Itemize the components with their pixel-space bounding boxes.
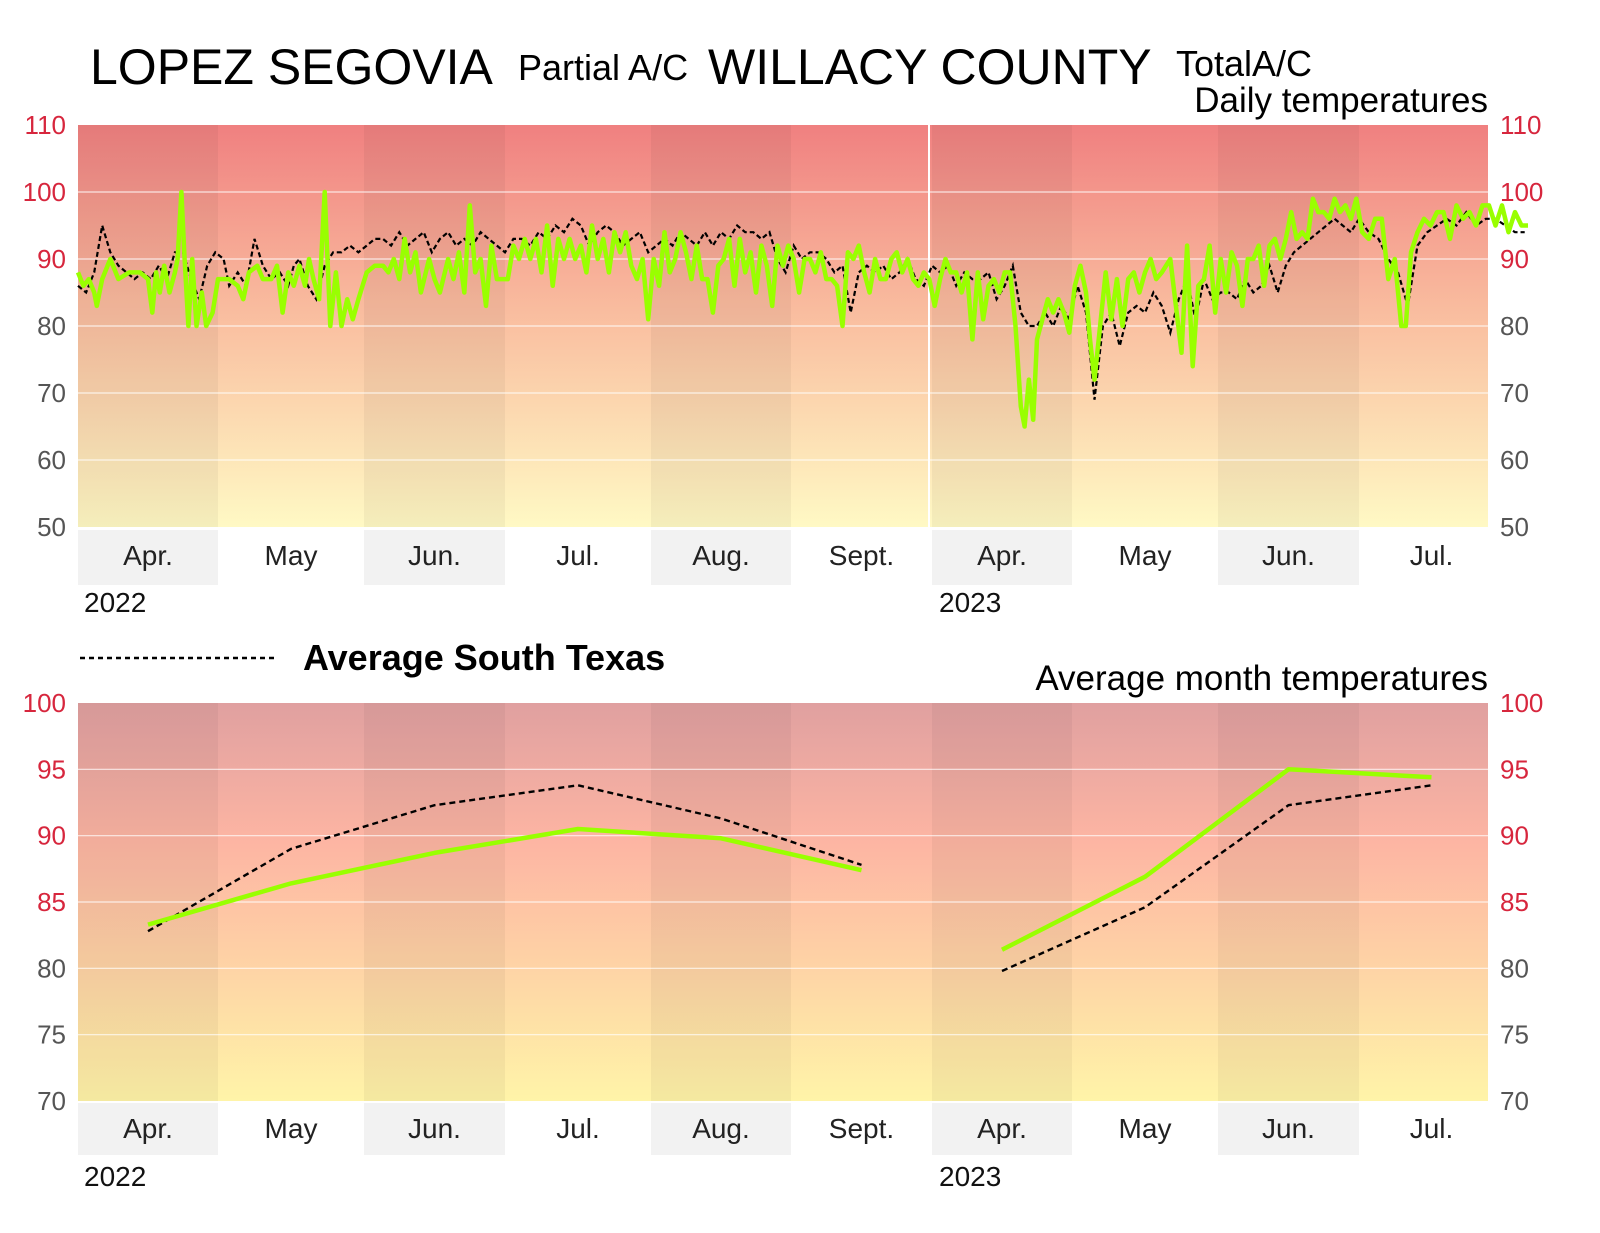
year-label-2023: 2023	[939, 1161, 1001, 1192]
x-tick-label: May	[1119, 1113, 1172, 1144]
month-cell	[791, 1103, 932, 1155]
x-tick-label: Jul.	[556, 1113, 600, 1144]
monthly-temperature-chart: Apr. May Jun. Jul. Aug. Sept. Apr. May Jun. Jul. …	[23, 688, 1544, 1192]
series-line-average-south-texas	[1001, 784, 1432, 973]
y-tick-label-right: 75	[1500, 1020, 1529, 1050]
month-cell	[1218, 1103, 1359, 1155]
month-cell	[791, 530, 932, 585]
month-cell	[1072, 1103, 1218, 1155]
x-tick-label: Apr.	[123, 1113, 173, 1144]
month-cell	[1072, 530, 1218, 585]
month-cell	[505, 1103, 651, 1155]
x-tick-label: Jul.	[1410, 1113, 1454, 1144]
series-line-average-south-texas	[77, 210, 1525, 400]
series-line-willacy-county	[147, 826, 862, 927]
y-tick-label-left: 50	[37, 512, 66, 542]
station-tag: Partial A/C	[518, 47, 688, 88]
y-tick-label-right: 100	[1500, 688, 1543, 718]
x-tick-label: Jun.	[408, 540, 461, 571]
county-title: WILLACY COUNTY	[708, 39, 1152, 95]
y-tick-label-left: 60	[37, 445, 66, 475]
x-tick-label: Aug.	[692, 1113, 750, 1144]
station-title: LOPEZ SEGOVIA	[90, 39, 494, 95]
daily-temperature-chart: Apr. May Jun. Jul. Aug. Sept. Apr. May Jun. Jul. …	[23, 110, 1544, 618]
monthly-chart-title: Average month temperatures	[1035, 659, 1488, 698]
y-tick-label-right: 80	[1500, 953, 1529, 983]
y-tick-label-left: 70	[37, 1086, 66, 1116]
y-tick-label-right: 110	[1500, 110, 1541, 140]
legend: Average South Texas	[80, 637, 665, 678]
x-tick-label: May	[265, 1113, 318, 1144]
y-tick-label-right: 100	[1500, 177, 1543, 207]
y-tick-label-right: 80	[1500, 311, 1529, 341]
month-cell	[218, 1103, 364, 1155]
month-cell	[1359, 1103, 1528, 1155]
x-tick-label: Apr.	[977, 540, 1027, 571]
x-tick-label: May	[1119, 540, 1172, 571]
month-cell	[364, 530, 505, 585]
year-label-2022: 2022	[84, 587, 146, 618]
year-label-2023: 2023	[939, 587, 1001, 618]
month-cell	[78, 530, 218, 585]
x-tick-label: Jun.	[408, 1113, 461, 1144]
x-tick-label: Apr.	[977, 1113, 1027, 1144]
x-tick-label: Jun.	[1262, 540, 1315, 571]
month-cell	[78, 1103, 218, 1155]
series-line-willacy-county	[1000, 767, 1432, 952]
x-tick-label: Jul.	[1410, 540, 1454, 571]
x-tick-label: Apr.	[123, 540, 173, 571]
y-tick-label-left: 75	[37, 1020, 66, 1050]
y-tick-label-right: 90	[1500, 821, 1529, 851]
month-cell	[505, 530, 651, 585]
x-tick-label: Aug.	[692, 540, 750, 571]
y-tick-label-right: 90	[1500, 244, 1529, 274]
county-tag: TotalA/C	[1176, 43, 1312, 84]
y-tick-label-right: 70	[1500, 1086, 1529, 1116]
y-tick-label-right: 85	[1500, 887, 1529, 917]
x-tick-label: May	[265, 540, 318, 571]
year-label-2022: 2022	[84, 1161, 146, 1192]
y-tick-label-right: 50	[1500, 512, 1529, 542]
y-tick-label-left: 90	[37, 244, 66, 274]
x-tick-label: Jun.	[1262, 1113, 1315, 1144]
y-tick-label-right: 95	[1500, 754, 1529, 784]
y-tick-label-left: 90	[37, 821, 66, 851]
daily-chart-title: Daily temperatures	[1194, 81, 1488, 120]
month-cell	[218, 530, 364, 585]
legend-average-label: Average South Texas	[303, 637, 665, 678]
series-line-willacy-county	[75, 189, 1528, 429]
y-tick-label-left: 80	[37, 953, 66, 983]
y-tick-label-right: 60	[1500, 445, 1529, 475]
y-tick-label-left: 80	[37, 311, 66, 341]
y-tick-label-left: 85	[37, 887, 66, 917]
x-tick-label: Sept.	[829, 1113, 894, 1144]
month-cell	[651, 530, 791, 585]
month-cell	[1359, 530, 1528, 585]
x-tick-label: Jul.	[556, 540, 600, 571]
y-tick-label-left: 110	[25, 110, 66, 140]
month-cell	[932, 530, 1072, 585]
y-tick-label-right: 70	[1500, 378, 1529, 408]
y-tick-label-left: 100	[23, 688, 66, 718]
y-tick-label-left: 100	[23, 177, 66, 207]
month-cell	[932, 1103, 1072, 1155]
series-line-average-south-texas	[147, 784, 862, 933]
y-tick-label-left: 95	[37, 754, 66, 784]
y-tick-label-left: 70	[37, 378, 66, 408]
month-cell	[1218, 530, 1359, 585]
x-tick-label: Sept.	[829, 540, 894, 571]
month-cell	[651, 1103, 791, 1155]
month-cell	[364, 1103, 505, 1155]
